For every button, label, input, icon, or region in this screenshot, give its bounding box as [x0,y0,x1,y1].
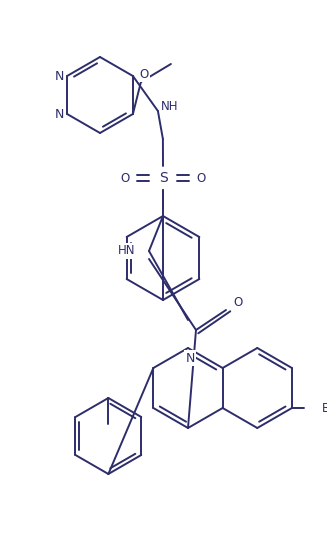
Text: O: O [197,171,206,185]
Text: N: N [54,108,64,121]
Text: N: N [185,352,195,365]
Text: Br: Br [322,401,327,414]
Text: S: S [159,171,167,185]
Text: NH: NH [161,100,179,114]
Text: O: O [139,68,148,80]
Text: N: N [54,69,64,82]
Text: O: O [120,171,129,185]
Text: O: O [233,295,243,308]
Text: HN: HN [117,245,135,258]
